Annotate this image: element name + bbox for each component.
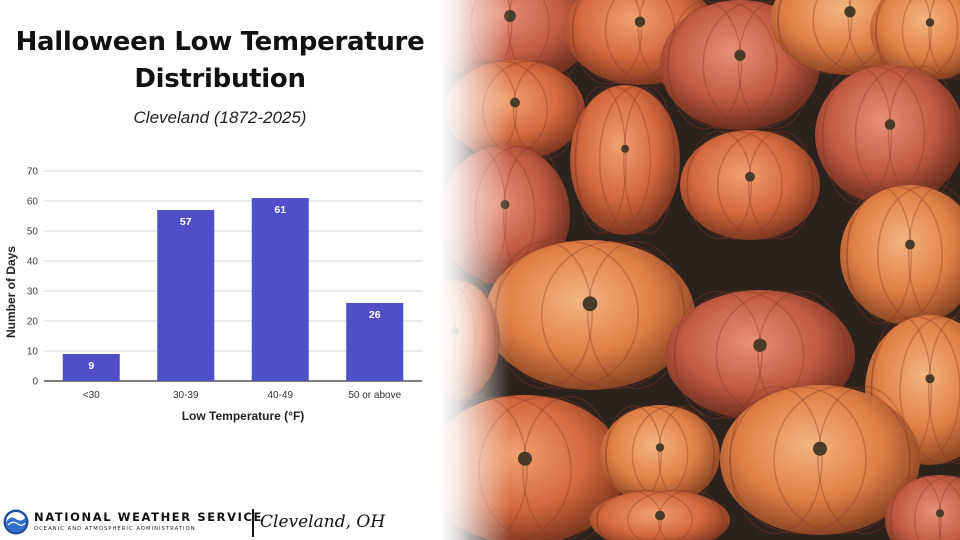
data-label: 61	[274, 204, 286, 216]
pumpkin	[680, 130, 820, 240]
footer-divider	[252, 509, 254, 537]
footer: NATIONAL WEATHER SERVICE OCEANIC AND ATM…	[0, 506, 440, 540]
y-tick-label: 10	[27, 347, 39, 358]
y-tick-label: 60	[27, 197, 39, 208]
y-tick-label: 70	[27, 167, 39, 178]
x-tick-label: 50 or above	[348, 390, 401, 401]
x-tick-label: 30-39	[173, 390, 199, 401]
pumpkin	[885, 475, 960, 540]
y-tick-label: 30	[27, 287, 39, 298]
pumpkin	[570, 85, 680, 235]
office-name: Cleveland, OH	[260, 512, 386, 532]
bar	[157, 210, 215, 381]
title-line-2: Distribution	[134, 64, 306, 94]
y-tick-label: 0	[32, 377, 38, 388]
pumpkins-image	[440, 0, 960, 540]
x-tick-label: 40-49	[267, 390, 293, 401]
pumpkins-photo	[440, 0, 960, 540]
y-tick-label: 50	[27, 227, 39, 238]
pumpkin	[720, 385, 920, 535]
pumpkin	[815, 65, 960, 205]
data-label: 57	[180, 216, 192, 228]
bar	[346, 303, 404, 381]
data-label: 26	[369, 309, 381, 321]
pumpkin	[485, 240, 695, 390]
x-tick-label: <30	[83, 390, 100, 401]
y-axis-title: Number of Days	[4, 246, 18, 338]
bar-chart: 0 10 20 30 40 50 60 70 9 <30 57 30-39 61 40-49 26 50 or…	[4, 167, 422, 423]
pumpkin	[445, 60, 585, 160]
pumpkin	[590, 489, 730, 540]
noaa-logo-icon	[3, 509, 29, 535]
data-label: 9	[88, 360, 94, 372]
org-subtitle: OCEANIC AND ATMOSPHERIC ADMINISTRATION	[34, 526, 196, 532]
chart-title: Halloween Low Temperature Distribution	[0, 24, 440, 98]
org-name: NATIONAL WEATHER SERVICE	[34, 510, 263, 524]
bar	[251, 198, 309, 381]
x-axis-title: Low Temperature (°F)	[182, 409, 305, 423]
chart-subtitle: Cleveland (1872-2025)	[133, 108, 307, 127]
title-line-1: Halloween Low Temperature	[15, 27, 425, 57]
y-tick-label: 40	[27, 257, 39, 268]
y-tick-label: 20	[27, 317, 39, 328]
bar	[62, 354, 120, 381]
